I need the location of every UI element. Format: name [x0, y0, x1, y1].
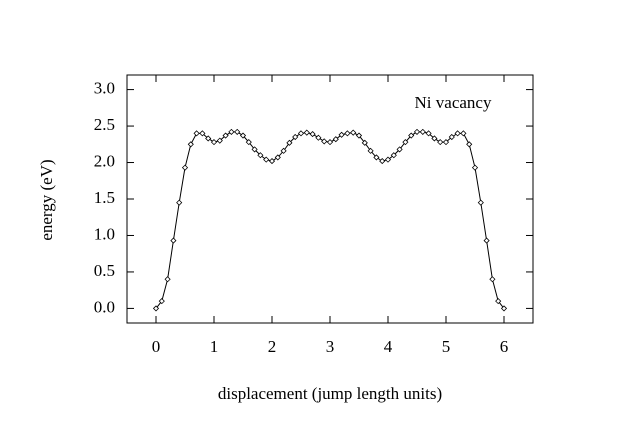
data-point — [413, 128, 421, 135]
data-point — [239, 132, 247, 139]
data-point — [181, 164, 189, 171]
data-point — [373, 154, 380, 161]
data-point — [367, 147, 374, 154]
data-point — [431, 135, 438, 142]
data-point — [344, 130, 351, 137]
x-axis-label: displacement (jump length units) — [218, 384, 442, 403]
data-point — [495, 298, 502, 305]
data-point — [326, 139, 334, 146]
data-point — [454, 130, 461, 137]
y-tick-label: 0.5 — [94, 261, 115, 280]
data-point — [297, 130, 305, 137]
y-tick-label: 2.5 — [94, 115, 115, 134]
x-tick-label: 6 — [500, 337, 509, 356]
data-point — [500, 305, 508, 312]
data-point — [245, 139, 252, 146]
data-point — [205, 135, 212, 142]
data-point — [216, 137, 223, 144]
data-point — [228, 128, 235, 135]
data-point — [321, 138, 328, 145]
x-tick-label: 4 — [384, 337, 393, 356]
data-point — [390, 152, 397, 159]
data-point — [164, 276, 171, 283]
data-point — [234, 128, 241, 135]
data-line — [155, 131, 505, 309]
data-point — [419, 128, 426, 135]
y-tick-label: 2.0 — [94, 151, 115, 170]
x-tick-label: 1 — [210, 337, 219, 356]
data-point — [309, 131, 316, 138]
data-point — [396, 146, 403, 153]
data-point — [425, 130, 432, 137]
data-point — [350, 129, 357, 136]
data-point — [199, 130, 206, 137]
data-point — [384, 156, 392, 163]
data-point — [263, 156, 270, 163]
data-point — [303, 129, 310, 136]
data-point — [274, 154, 281, 161]
data-point — [152, 305, 160, 312]
data-point — [268, 158, 276, 165]
data-point — [176, 199, 183, 206]
data-point — [315, 134, 322, 141]
data-point — [251, 146, 258, 153]
data-point — [286, 139, 293, 146]
data-point — [332, 136, 339, 143]
data-point — [292, 133, 299, 141]
data-point — [402, 139, 409, 146]
annotation: Ni vacancy — [415, 93, 492, 112]
data-point — [222, 132, 229, 139]
plot-frame — [126, 74, 534, 324]
x-tick-label: 3 — [326, 337, 335, 356]
x-tick-label: 0 — [152, 337, 161, 356]
data-point — [379, 158, 386, 165]
data-point — [257, 152, 264, 159]
data-point — [361, 139, 368, 146]
y-tick-label: 0.0 — [94, 297, 115, 316]
y-tick-label: 1.0 — [94, 224, 115, 243]
data-point — [483, 237, 490, 244]
data-point — [448, 133, 455, 141]
data-point — [460, 130, 467, 137]
data-point — [408, 132, 415, 139]
y-axis-label: energy (eV) — [37, 159, 56, 240]
data-point — [466, 141, 473, 148]
data-point — [338, 131, 345, 138]
data-point — [158, 298, 165, 305]
data-point — [187, 141, 194, 148]
data-point — [170, 237, 177, 244]
data-point — [210, 139, 218, 146]
data-point — [471, 164, 479, 171]
data-point — [280, 147, 287, 154]
data-point — [437, 139, 444, 146]
data-point — [442, 139, 450, 146]
x-tick-label: 5 — [442, 337, 451, 356]
data-point — [355, 132, 363, 139]
data-point — [489, 276, 496, 283]
data-point — [193, 130, 200, 137]
x-tick-label: 2 — [268, 337, 277, 356]
data-point — [477, 199, 484, 206]
y-tick-label: 1.5 — [94, 188, 115, 207]
y-tick-label: 3.0 — [94, 78, 115, 97]
